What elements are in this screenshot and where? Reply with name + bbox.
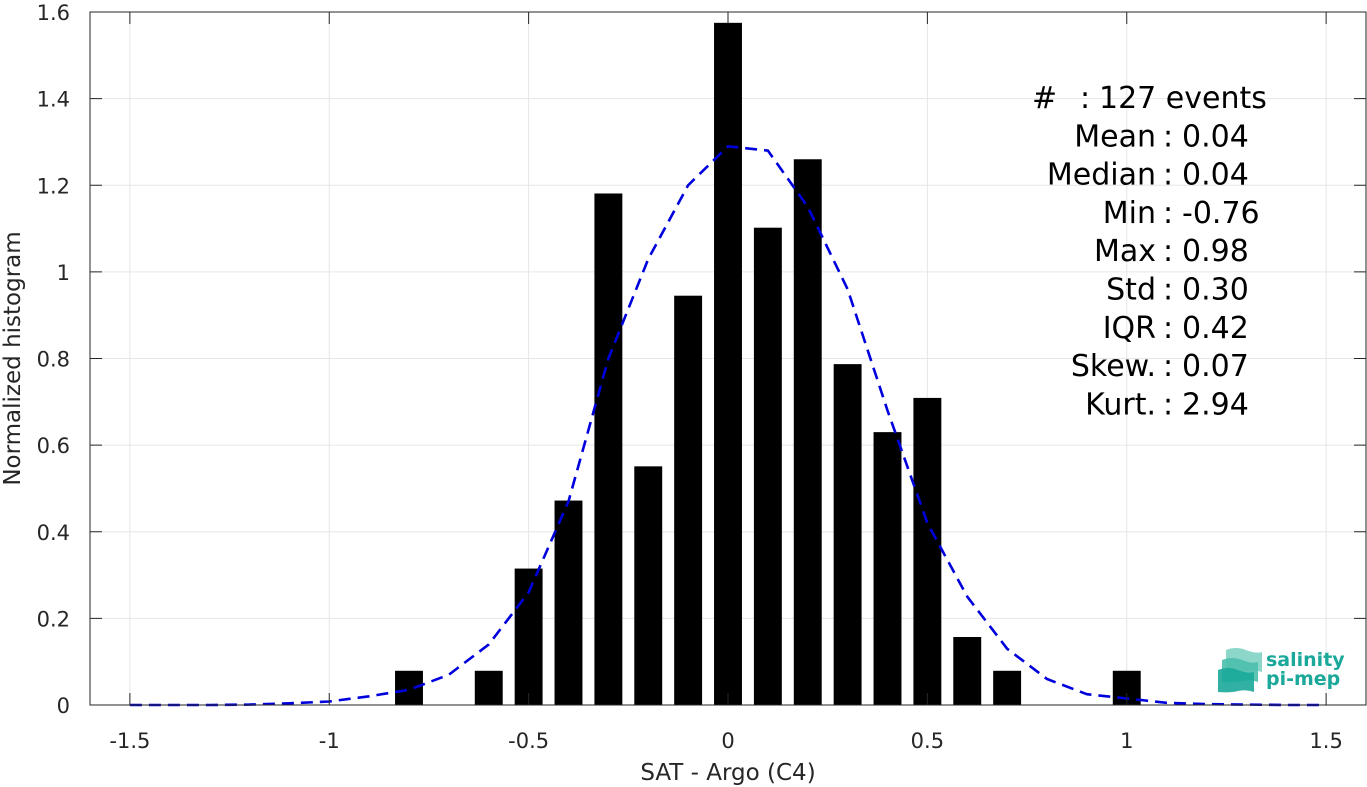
stat-value: -0.76 bbox=[1182, 196, 1260, 231]
salinity-pi-mep-logo: salinity pi-mep bbox=[1218, 648, 1345, 693]
stat-value: 0.30 bbox=[1182, 273, 1249, 308]
stat-row: Kurt.:2.94 bbox=[1085, 387, 1249, 422]
x-axis-label: SAT - Argo (C4) bbox=[640, 760, 815, 786]
stat-value: 0.04 bbox=[1182, 119, 1249, 154]
stat-value: 2.94 bbox=[1182, 387, 1249, 422]
logo-text-line2: pi-mep bbox=[1266, 668, 1340, 690]
histogram-bar bbox=[514, 568, 543, 705]
histogram-bar bbox=[833, 364, 862, 705]
stat-value: 127 events bbox=[1099, 81, 1267, 116]
histogram-bar bbox=[395, 670, 423, 705]
histogram-bar bbox=[714, 22, 742, 705]
y-tick-label: 0.6 bbox=[37, 434, 70, 458]
x-tick-label: -1.5 bbox=[109, 729, 150, 753]
histogram-bar bbox=[913, 397, 942, 705]
histogram-bar bbox=[594, 193, 623, 705]
stat-label: Kurt. bbox=[1085, 387, 1156, 422]
histogram-bar bbox=[554, 500, 583, 705]
y-tick-label: 1.6 bbox=[37, 1, 70, 25]
wave-stack-icon bbox=[1218, 648, 1262, 693]
y-tick-label: 1.2 bbox=[37, 174, 70, 198]
stat-separator: : bbox=[1163, 349, 1173, 384]
stat-separator: : bbox=[1163, 196, 1173, 231]
stat-row: IQR:0.42 bbox=[1103, 311, 1249, 346]
stat-label: Skew. bbox=[1071, 349, 1156, 384]
y-axis-label: Normalized histogram bbox=[0, 231, 26, 485]
histogram-bar bbox=[793, 159, 822, 705]
y-tick-labels: 0 0.2 0.4 0.6 0.8 1 1.2 1.4 1.6 bbox=[37, 1, 70, 718]
histogram-bar bbox=[873, 432, 902, 705]
x-tick-label: 1.5 bbox=[1309, 729, 1342, 753]
y-tick-label: 0 bbox=[57, 694, 70, 718]
stat-separator: : bbox=[1163, 119, 1173, 154]
stat-separator: : bbox=[1163, 273, 1173, 308]
stat-label: Mean bbox=[1074, 119, 1156, 154]
histogram-bar bbox=[474, 670, 503, 705]
stat-row: Mean:0.04 bbox=[1074, 119, 1249, 154]
histogram-bar bbox=[993, 670, 1022, 705]
stat-row: #:127 events bbox=[1032, 81, 1267, 116]
stat-separator: : bbox=[1080, 81, 1090, 116]
y-tick-label: 0.8 bbox=[37, 348, 70, 372]
stat-label: # bbox=[1032, 81, 1057, 116]
logo-text-line1: salinity bbox=[1266, 649, 1345, 671]
stat-row: Skew.:0.07 bbox=[1071, 349, 1249, 384]
stat-label: IQR bbox=[1103, 311, 1156, 346]
x-tick-label: 0 bbox=[721, 729, 734, 753]
y-tick-label: 0.4 bbox=[37, 521, 70, 545]
x-tick-label: -1 bbox=[319, 729, 340, 753]
histogram-bar bbox=[634, 466, 663, 705]
stat-value: 0.98 bbox=[1182, 234, 1249, 269]
y-tick-label: 1.4 bbox=[37, 88, 70, 112]
stat-separator: : bbox=[1163, 234, 1173, 269]
stat-label: Max bbox=[1094, 234, 1156, 269]
histogram-bar bbox=[953, 636, 982, 705]
stat-value: 0.07 bbox=[1182, 349, 1249, 384]
y-tick-label: 0.2 bbox=[37, 607, 70, 631]
stat-row: Median:0.04 bbox=[1047, 158, 1249, 193]
stat-value: 0.04 bbox=[1182, 158, 1249, 193]
x-tick-label: 0.5 bbox=[911, 729, 944, 753]
histogram-bar bbox=[753, 227, 782, 706]
stat-label: Median bbox=[1047, 158, 1156, 193]
stat-row: Min: -0.76 bbox=[1103, 196, 1260, 231]
stat-row: Std:0.30 bbox=[1106, 273, 1249, 308]
stat-label: Min bbox=[1103, 196, 1156, 231]
stat-row: Max:0.98 bbox=[1094, 234, 1249, 269]
stat-separator: : bbox=[1163, 311, 1173, 346]
histogram-bar bbox=[674, 295, 703, 705]
y-tick-label: 1 bbox=[57, 261, 70, 285]
x-tick-labels: -1.5 -1 -0.5 0 0.5 1 1.5 bbox=[109, 729, 1342, 753]
x-tick-label: 1 bbox=[1120, 729, 1133, 753]
stat-separator: : bbox=[1163, 158, 1173, 193]
stat-label: Std bbox=[1106, 273, 1156, 308]
stat-separator: : bbox=[1163, 387, 1173, 422]
stat-value: 0.42 bbox=[1182, 311, 1249, 346]
axis-ticks bbox=[90, 11, 1366, 706]
x-tick-label: -0.5 bbox=[508, 729, 549, 753]
histogram-bars bbox=[395, 22, 1141, 706]
